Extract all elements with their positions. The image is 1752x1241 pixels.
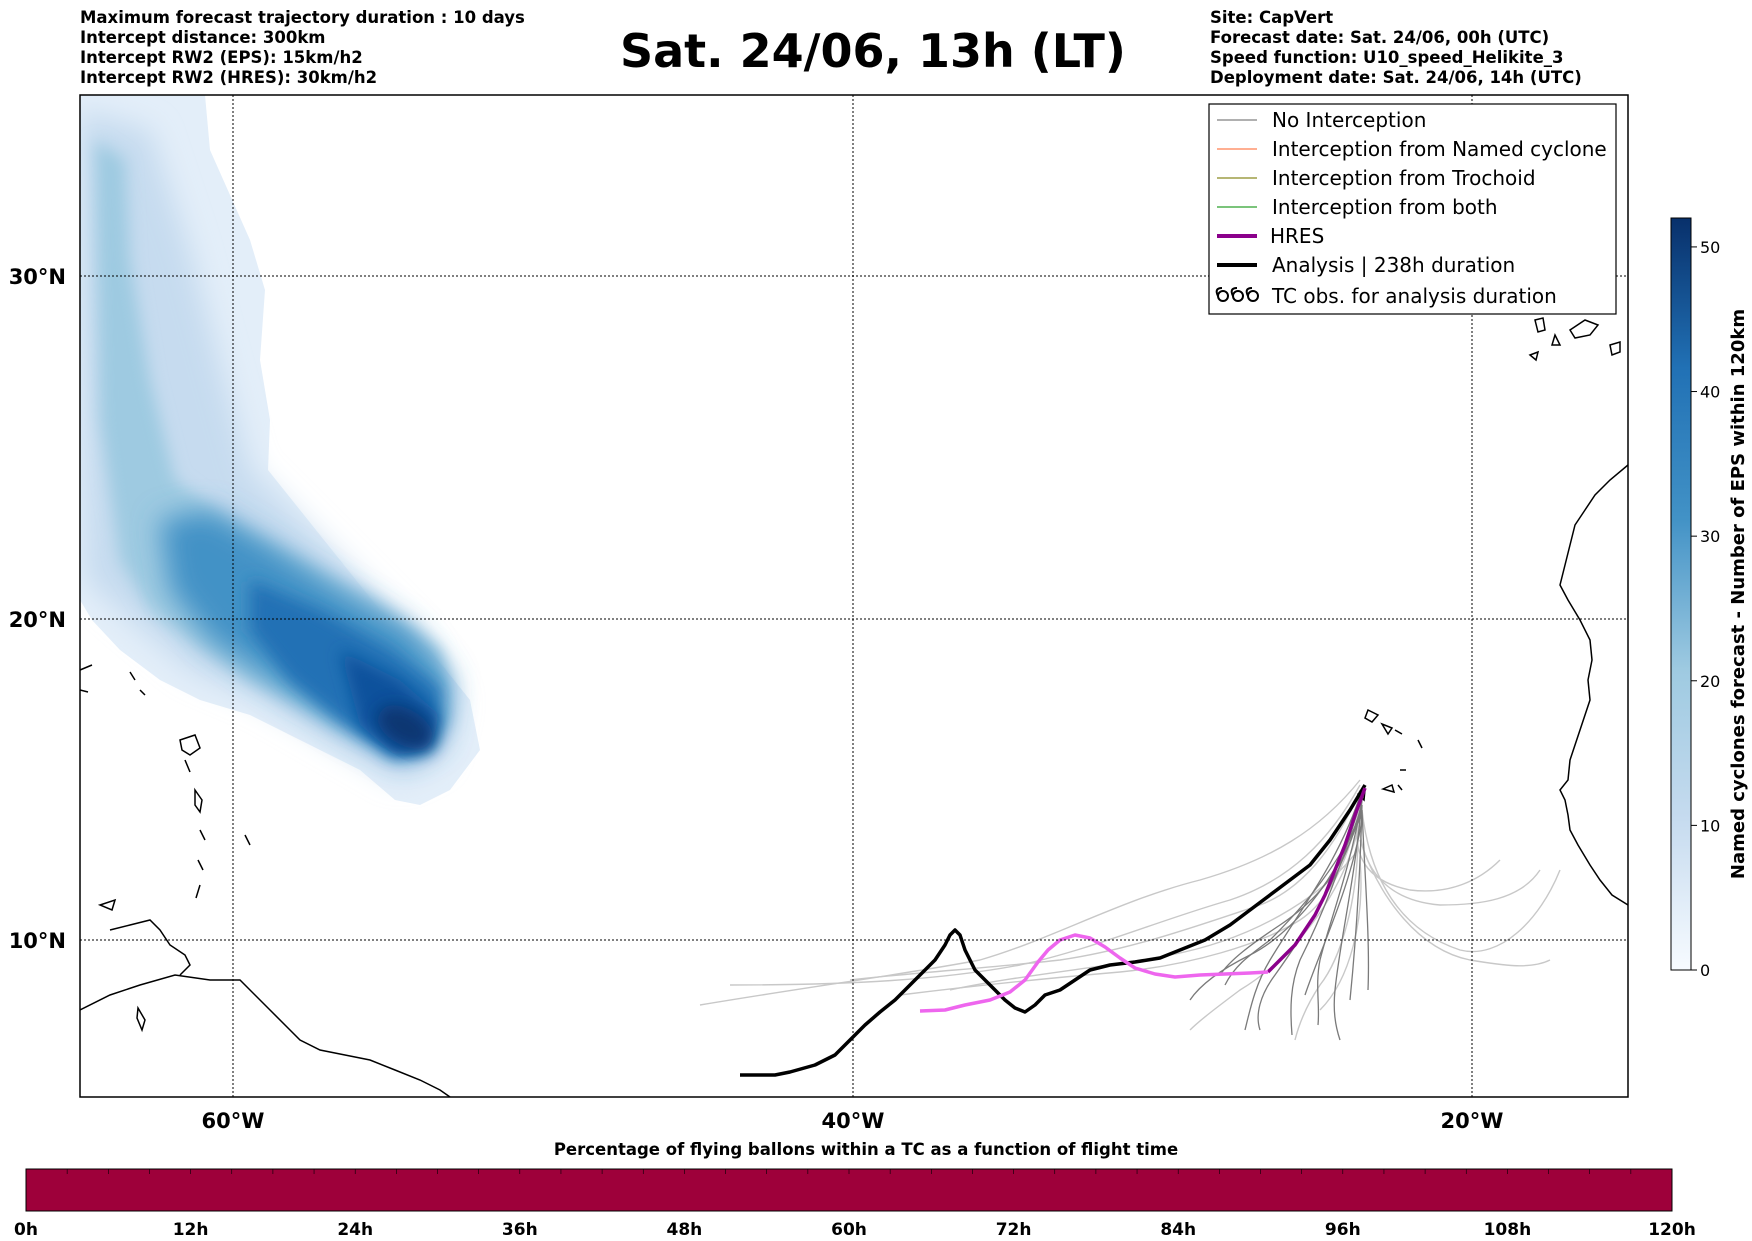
legend-box xyxy=(1208,103,1617,315)
south-america-coast xyxy=(80,974,451,1097)
timebar-fill xyxy=(25,1168,1673,1212)
legend-label-named-cyclone: Interception from Named cyclone xyxy=(1272,137,1607,161)
trajectory-no-interception xyxy=(849,789,1361,981)
trajectory-no-interception xyxy=(1317,799,1363,1026)
colorbar-gradient xyxy=(1670,217,1692,971)
hres-trajectory xyxy=(1266,787,1367,974)
trajectory-no-interception xyxy=(1361,809,1561,953)
trajectory-no-interception xyxy=(1189,829,1359,1031)
timebar-minor-ticks xyxy=(66,1169,1632,1174)
trajectory-no-interception xyxy=(1333,799,1363,1041)
colorbar-ticks: 0 10 20 30 40 50 xyxy=(1691,238,1720,980)
legend-label-both: Interception from both xyxy=(1272,195,1498,219)
trajectory-no-interception xyxy=(1361,809,1370,991)
timebar-tick-label: 120h xyxy=(1648,1220,1696,1240)
info-right: Site: CapVert Forecast date: Sat. 24/06,… xyxy=(1210,8,1582,88)
info-deployment-date: Deployment date: Sat. 24/06, 14h (UTC) xyxy=(1210,68,1582,87)
trajectory-no-interception xyxy=(1349,804,1363,1001)
colorbar-tick-label: 20 xyxy=(1700,672,1720,691)
density-colorbar: 0 10 20 30 40 50 Named cyclones forecast - Nu… xyxy=(1670,217,1749,980)
timebar-tick-label: 84h xyxy=(1160,1220,1196,1240)
trajectory-no-interception xyxy=(1304,819,1363,996)
trajectory-no-interception xyxy=(1319,859,1362,1011)
timebar-tick-label: 72h xyxy=(996,1220,1032,1240)
trajectory-no-interception xyxy=(1294,819,1359,1041)
legend-label-trochoid: Interception from Trochoid xyxy=(1272,166,1536,190)
map-frame xyxy=(79,94,1629,1098)
coastlines xyxy=(80,317,1628,1097)
timebar-tick-label: 12h xyxy=(173,1220,209,1240)
hres-trajectory-highlight xyxy=(919,933,1269,1013)
info-intercept-hres: Intercept RW2 (HRES): 30km/h2 xyxy=(80,68,378,87)
legend-label-no-interception: No Interception xyxy=(1272,108,1426,132)
map-content xyxy=(80,95,1628,1097)
page-title: Sat. 24/06, 13h (LT) xyxy=(620,24,1126,78)
info-intercept-distance: Intercept distance: 300km xyxy=(80,28,326,47)
legend-label-analysis: Analysis | 238h duration xyxy=(1272,253,1515,277)
info-max-duration: Maximum forecast trajectory duration : 1… xyxy=(80,8,525,27)
info-intercept-eps: Intercept RW2 (EPS): 15km/h2 xyxy=(80,48,363,67)
trajectory-no-interception xyxy=(1359,839,1551,967)
africa-coast xyxy=(1559,464,1628,906)
cape-verde-islands xyxy=(1356,708,1423,802)
timebar-tick-label: 24h xyxy=(337,1220,373,1240)
trajectory-no-interception xyxy=(699,779,1361,1006)
timebar-tick-label: 0h xyxy=(14,1220,38,1240)
timebar-tick-label: 48h xyxy=(667,1220,703,1240)
colorbar-tick-label: 10 xyxy=(1700,816,1720,835)
info-forecast-date: Forecast date: Sat. 24/06, 00h (UTC) xyxy=(1210,28,1550,47)
caribbean-islets xyxy=(97,898,146,1033)
map-grid xyxy=(80,95,1628,1097)
info-speed-function: Speed function: U10_speed_Helikite_3 xyxy=(1210,48,1564,67)
lat-tick-label-20n: 20°N xyxy=(9,608,66,632)
timebar-tick-label: 96h xyxy=(1325,1220,1361,1240)
trinidad-coast xyxy=(109,919,191,976)
lat-tick-label-30n: 30°N xyxy=(9,265,66,289)
colorbar-tick-label: 0 xyxy=(1700,961,1710,980)
legend-label-tc-obs: TC obs. for analysis duration xyxy=(1271,284,1557,308)
colorbar-tick-label: 50 xyxy=(1700,238,1720,257)
timebar-tick-label: 60h xyxy=(831,1220,867,1240)
timebar-tick-label: 36h xyxy=(502,1220,538,1240)
lon-tick-label-40w: 40°W xyxy=(822,1109,885,1133)
lon-tick-label-20w: 20°W xyxy=(1441,1109,1504,1133)
info-left: Maximum forecast trajectory duration : 1… xyxy=(80,8,525,88)
timebar-tick-labels: 0h 12h 24h 36h 48h 60h 72h 84h 96h 108h 120h xyxy=(14,1220,1696,1240)
info-site: Site: CapVert xyxy=(1210,8,1334,27)
trajectory-no-interception xyxy=(1257,809,1363,1031)
colorbar-tick-label: 40 xyxy=(1700,383,1720,402)
colorbar-label: Named cyclones forecast - Number of EPS … xyxy=(1728,309,1749,879)
map-lon-labels: 60°W 40°W 20°W xyxy=(202,1109,1504,1133)
timebar-title: Percentage of flying ballons within a TC… xyxy=(554,1140,1178,1159)
lat-tick-label-10n: 10°N xyxy=(9,929,66,953)
timebar-tick-label: 108h xyxy=(1484,1220,1532,1240)
cyclone-symbol-icon xyxy=(1215,287,1259,302)
cyclone-density-field xyxy=(80,95,480,805)
lon-tick-label-60w: 60°W xyxy=(202,1109,265,1133)
flight-time-bar: Percentage of flying ballons within a TC… xyxy=(14,1140,1696,1240)
legend-label-hres: HRES xyxy=(1270,224,1324,248)
analysis-trajectory xyxy=(740,784,1367,1077)
trajectory-no-interception xyxy=(1224,814,1363,986)
map-legend: No Interception Interception from Named … xyxy=(1208,103,1617,315)
density-core xyxy=(377,705,433,749)
lesser-antilles xyxy=(80,664,251,899)
map-lat-labels: 30°N 20°N 10°N xyxy=(9,265,66,953)
trajectory-no-interception xyxy=(1355,799,1501,892)
trajectory-no-interception xyxy=(1244,789,1363,1031)
canary-islands xyxy=(1528,317,1621,362)
colorbar-tick-label: 30 xyxy=(1700,527,1720,546)
